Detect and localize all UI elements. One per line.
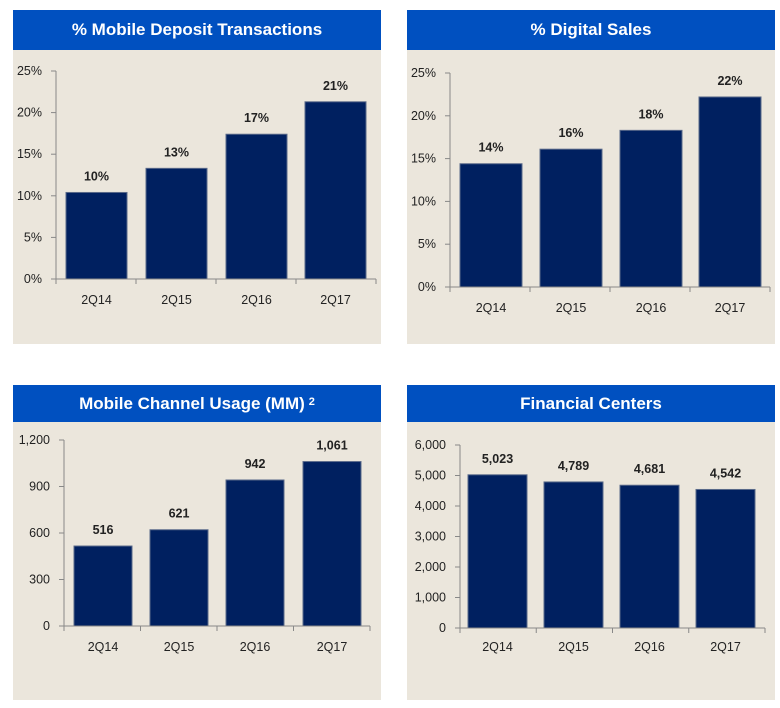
bar-2q16 [619,129,683,288]
data-label: 21% [323,79,348,93]
bar-2q14 [73,545,133,627]
data-label: 16% [558,126,583,140]
y-tick-label: 0% [418,280,436,294]
x-tick-label: 2Q14 [88,640,119,654]
x-tick-label: 2Q15 [161,293,192,307]
y-tick-label: 5% [418,237,436,251]
data-label: 5,023 [482,452,513,466]
x-tick-label: 2Q15 [558,640,589,654]
bar-2q14 [65,191,128,280]
x-tick-label: 2Q15 [556,301,587,315]
bar-2q15 [149,529,209,627]
mobile-channel-usage-mm-title: Mobile Channel Usage (MM) 2 [13,385,381,422]
financial-centers-chart: 5,023 2Q14 4,789 2Q15 4,681 2Q16 4,542 2Q17 0 1,0… [415,438,766,654]
bar-2q16 [619,484,680,629]
bar-2q17 [695,488,756,629]
bar-2q17 [304,101,367,280]
y-tick-label: 15% [17,147,42,161]
x-tick-label: 2Q14 [81,293,112,307]
bar-2q17 [698,96,762,288]
data-label: 17% [244,111,269,125]
y-tick-label: 900 [29,480,50,494]
data-label: 22% [717,74,742,88]
data-label: 14% [478,141,503,155]
bar-2q14 [467,474,528,629]
x-tick-label: 2Q14 [482,640,513,654]
mobile-deposit-transactions-title: % Mobile Deposit Transactions [13,10,381,50]
y-tick-label: 25% [17,64,42,78]
x-tick-label: 2Q17 [715,301,746,315]
bar-2q15 [539,148,603,288]
mobile-channel-usage-mm-chart: 516 2Q14 621 2Q15 942 2Q16 1,061 2Q17 0 300 600 900… [19,433,371,654]
x-tick-label: 2Q16 [240,640,271,654]
chart-title-text: % Mobile Deposit Transactions [71,20,323,39]
y-tick-label: 20% [17,106,42,120]
digital-sales-title: % Digital Sales [407,10,775,50]
financial-centers-title: Financial Centers [407,385,775,422]
y-tick-label: 3,000 [415,530,446,544]
mobile-deposit-transactions-chart: 10% 2Q14 13% 2Q15 17% 2Q16 21% 2Q17 0% 5% 10% 15% 20… [17,64,377,307]
data-label: 4,789 [558,459,589,473]
data-label: 621 [169,507,190,521]
y-tick-label: 0 [43,619,50,633]
y-tick-label: 0 [439,621,446,635]
y-tick-label: 15% [411,152,436,166]
data-label: 516 [93,523,114,537]
y-tick-label: 10% [17,189,42,203]
data-label: 18% [638,107,663,121]
y-tick-label: 5,000 [415,469,446,483]
x-tick-label: 2Q16 [634,640,665,654]
y-tick-label: 0% [24,272,42,286]
y-tick-label: 1,000 [415,591,446,605]
x-tick-label: 2Q17 [710,640,741,654]
y-tick-label: 6,000 [415,438,446,452]
x-tick-label: 2Q16 [636,301,667,315]
footnote-marker: 2 [308,395,315,408]
bar-2q16 [225,133,288,280]
bar-2q15 [543,481,604,629]
x-tick-label: 2Q17 [320,293,351,307]
x-tick-label: 2Q15 [164,640,195,654]
y-tick-label: 25% [411,66,436,80]
data-label: 4,681 [634,462,665,476]
y-tick-label: 600 [29,526,50,540]
chart-title-text: Financial Centers [520,393,662,413]
y-tick-label: 5% [24,230,42,244]
y-tick-label: 4,000 [415,499,446,513]
data-label: 13% [164,145,189,159]
bar-2q16 [225,479,285,627]
y-tick-label: 2,000 [415,560,446,574]
chart-title-text: % Digital Sales [530,20,652,39]
digital-sales-chart: 14% 2Q14 16% 2Q15 18% 2Q16 22% 2Q17 0% 5% 10% 15% 20… [411,66,771,315]
bar-2q17 [302,461,362,627]
bar-2q14 [459,163,523,288]
data-label: 1,061 [316,439,347,453]
y-tick-label: 20% [411,109,436,123]
x-tick-label: 2Q14 [476,301,507,315]
data-label: 10% [84,169,109,183]
x-tick-label: 2Q16 [241,293,272,307]
bar-2q15 [145,167,208,280]
y-tick-label: 10% [411,194,436,208]
x-tick-label: 2Q17 [317,640,348,654]
y-tick-label: 1,200 [19,433,50,447]
data-label: 4,542 [710,466,741,480]
chart-title-text: Mobile Channel Usage (MM) [79,393,305,413]
data-label: 942 [245,457,266,471]
y-tick-label: 300 [29,573,50,587]
